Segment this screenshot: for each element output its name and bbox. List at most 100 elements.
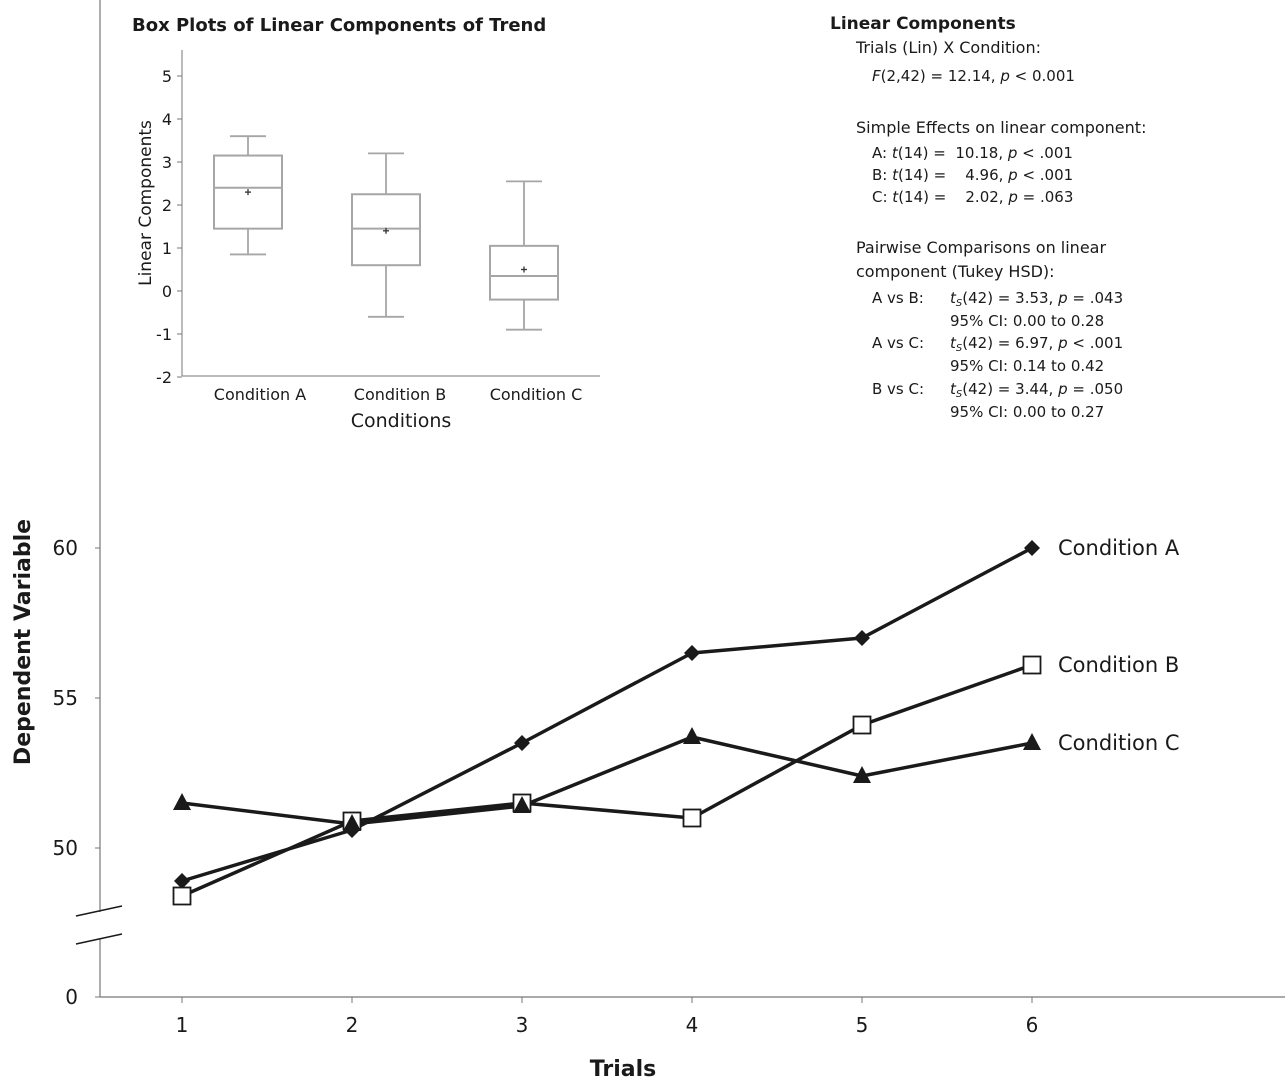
x-tick-label: 2 xyxy=(346,1013,359,1037)
box-y-tick-label: -2 xyxy=(156,368,172,387)
data-point-square xyxy=(172,886,192,906)
interaction-df: (2,42) = 12.14, xyxy=(880,67,1001,85)
stats-title: Linear Components xyxy=(830,14,1016,34)
pairwise-ci-ac: 95% CI: 0.14 to 0.42 xyxy=(950,357,1105,375)
simple-effect-label: B: xyxy=(872,166,893,184)
series-label: Condition B xyxy=(1058,653,1179,677)
data-point-diamond xyxy=(1024,540,1040,556)
data-point-diamond xyxy=(854,630,870,646)
simple-effect-p: < .001 xyxy=(1017,144,1073,162)
data-point-triangle xyxy=(343,814,361,831)
y-tick-label: 60 xyxy=(53,536,78,560)
pairwise-ci-ab: 95% CI: 0.00 to 0.28 xyxy=(950,312,1105,330)
series-line-condition-b xyxy=(181,663,1033,898)
x-tick-label: 3 xyxy=(516,1013,529,1037)
y-tick-label: 0 xyxy=(65,985,78,1009)
data-point-triangle xyxy=(513,796,531,813)
y-tick-label: 50 xyxy=(53,836,78,860)
pairwise-stat-ab: tS(42) = 3.53, p = .043 xyxy=(950,289,1123,309)
box-y-tick-label: -1 xyxy=(156,325,172,344)
x-tick-label: 1 xyxy=(176,1013,189,1037)
pairwise-label-bc: B vs C: xyxy=(872,380,925,398)
box-iqr xyxy=(489,244,559,301)
y-axis-title: Dependent Variable xyxy=(11,519,36,765)
pairwise-label-ac: A vs C: xyxy=(872,334,925,352)
data-point-triangle xyxy=(1023,733,1041,750)
p-symbol: p xyxy=(1000,67,1010,85)
box-y-tick-label: 4 xyxy=(162,110,172,129)
pairwise-p: = .050 xyxy=(1067,380,1124,398)
x-axis-title: Trials xyxy=(590,1057,656,1080)
simple-effect-label: C: xyxy=(872,188,893,206)
data-point-diamond xyxy=(684,645,700,661)
p-symbol: p xyxy=(1008,166,1018,184)
series-label: Condition A xyxy=(1058,536,1180,560)
interaction-p-value: < 0.001 xyxy=(1009,67,1075,85)
pairwise-p: = .043 xyxy=(1067,289,1124,307)
pairwise-stat: (42) = 6.97, xyxy=(962,334,1059,352)
axis-break-mark xyxy=(75,933,123,945)
simple-effect-label: A: xyxy=(872,144,892,162)
interaction-result: F(2,42) = 12.14, p < 0.001 xyxy=(872,67,1075,85)
data-point-square xyxy=(1022,655,1042,675)
data-point-square xyxy=(852,715,872,735)
t-subscript: S xyxy=(955,343,963,354)
box-x-axis-title: Conditions xyxy=(351,410,452,432)
p-symbol: p xyxy=(1058,380,1068,398)
box-y-tick-label: 5 xyxy=(162,67,172,86)
p-symbol: p xyxy=(1058,289,1068,307)
t-symbol: t xyxy=(891,144,898,162)
axis-break-mark xyxy=(75,905,123,917)
box-category-label: Condition A xyxy=(214,385,306,404)
p-symbol: p xyxy=(1058,334,1068,352)
data-point-square xyxy=(682,808,702,828)
box-y-tick-label: 0 xyxy=(162,282,172,301)
simple-effect-a: A: t(14) = 10.18, p < .001 xyxy=(872,144,1073,162)
box-y-axis-title: Linear Components xyxy=(136,120,156,286)
y-tick-label: 55 xyxy=(53,686,78,710)
data-point-diamond xyxy=(514,735,530,751)
t-subscript: S xyxy=(955,298,963,309)
data-point-diamond xyxy=(174,873,190,889)
pairwise-stat: (42) = 3.53, xyxy=(962,289,1059,307)
x-tick-label: 5 xyxy=(856,1013,869,1037)
data-point-triangle xyxy=(173,793,191,810)
box-category-label: Condition C xyxy=(490,385,583,404)
simple-effect-c: C: t(14) = 2.02, p = .063 xyxy=(872,188,1073,206)
box-plot-title: Box Plots of Linear Components of Trend xyxy=(132,15,546,36)
simple-effect-b: B: t(14) = 4.96, p < .001 xyxy=(872,166,1073,184)
simple-effect-stat: (14) = 4.96, xyxy=(898,166,1009,184)
x-tick-label: 4 xyxy=(686,1013,699,1037)
box-iqr xyxy=(213,154,283,230)
simple-effect-p: < .001 xyxy=(1017,166,1074,184)
box-category-label: Condition B xyxy=(354,385,446,404)
data-point-triangle xyxy=(683,727,701,744)
p-symbol: p xyxy=(1007,144,1018,162)
simple-effect-stat: (14) = 10.18, xyxy=(897,144,1008,162)
t-symbol: t xyxy=(950,334,956,352)
pairwise-stat-bc: tS(42) = 3.44, p = .050 xyxy=(950,380,1123,400)
box-y-tick-label: 3 xyxy=(162,153,172,172)
interaction-label: Trials (Lin) X Condition: xyxy=(856,38,1041,57)
pairwise-ci-bc: 95% CI: 0.00 to 0.27 xyxy=(950,403,1105,421)
x-tick-label: 6 xyxy=(1026,1013,1039,1037)
t-symbol: t xyxy=(892,188,899,206)
simple-effect-stat: (14) = 2.02, xyxy=(898,188,1009,206)
box-y-tick-label: 2 xyxy=(162,196,172,215)
t-symbol: t xyxy=(950,289,956,307)
series-line-condition-c xyxy=(181,735,1033,826)
pairwise-title-line-1: Pairwise Comparisons on linear xyxy=(856,238,1107,257)
pairwise-p: < .001 xyxy=(1067,334,1124,352)
pairwise-label-ab: A vs B: xyxy=(872,289,924,307)
data-point-triangle xyxy=(853,766,871,783)
series-label: Condition C xyxy=(1058,731,1180,755)
box-y-tick-label: 1 xyxy=(162,239,172,258)
pairwise-title-line-2: component (Tukey HSD): xyxy=(856,262,1055,281)
simple-effect-p: = .063 xyxy=(1017,188,1074,206)
t-symbol: t xyxy=(892,166,899,184)
simple-effects-title: Simple Effects on linear component: xyxy=(856,118,1147,137)
f-symbol: F xyxy=(872,67,881,85)
series-line-condition-a xyxy=(181,546,1033,883)
